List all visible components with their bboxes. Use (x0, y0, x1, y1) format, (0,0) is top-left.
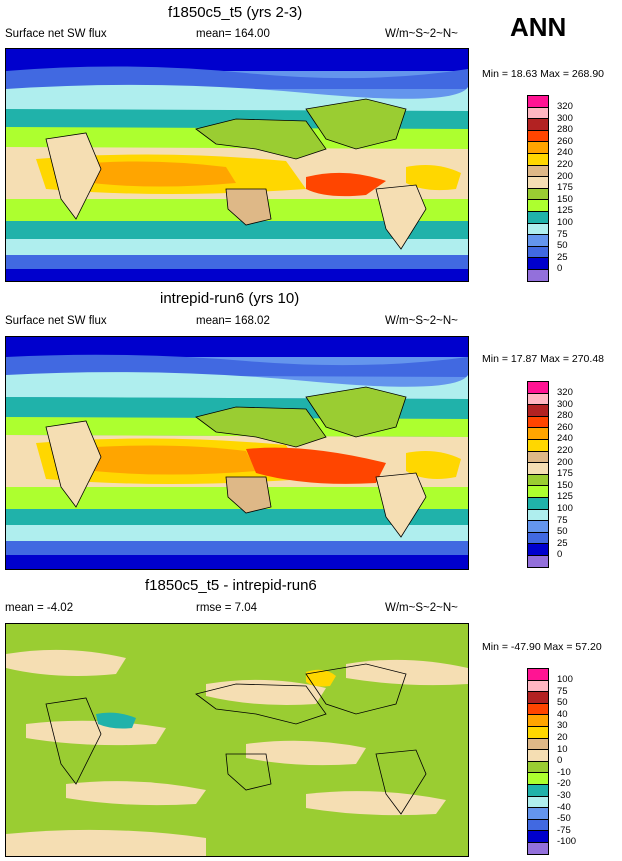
panel1-mean-label: mean= 164.00 (196, 28, 270, 40)
panel3-colorbar-label: -20 (557, 778, 571, 790)
panel1-colorbar-label: 75 (557, 228, 568, 240)
panel2-colorbar-label: 175 (557, 468, 573, 480)
panel3-swatch (527, 841, 549, 855)
panel3-colorbar-label: -30 (557, 790, 571, 801)
panel2-colorbar-label: 0 (557, 549, 563, 561)
panel3-colorbar-label: 75 (557, 685, 568, 697)
panel1-units-label: W/m~S~2~N~ (385, 28, 458, 40)
panel3-mean-label: mean = -4.02 (5, 602, 74, 614)
panel3-minmax: Min = -47.90 Max = 57.20 (482, 641, 602, 653)
panel1-colorbar: 320 300 280 260 240 220 200 175 150 125 … (527, 95, 573, 282)
panel3-colorbar-label: 40 (557, 708, 568, 720)
panel2-mean-label: mean= 168.02 (196, 315, 270, 327)
panel2-colorbar-label: 125 (557, 491, 573, 503)
panel2-colorbar-label: 200 (557, 456, 573, 468)
panel3-colorbar: 100 75 50 40 30 20 10 0 -10 -20 -30 -40 … (527, 668, 576, 855)
panel2-colorbar-label: 50 (557, 526, 568, 538)
panel2-title: intrepid-run6 (yrs 10) (160, 290, 300, 307)
panel1-colorbar-label: 175 (557, 182, 573, 194)
panel2-colorbar-label: 300 (557, 398, 573, 410)
panel2-colorbar: 320 300 280 260 240 220 200 175 150 125 … (527, 381, 573, 568)
panel1-colorbar-label: 125 (557, 205, 573, 217)
panel3-map (5, 623, 469, 857)
panel3-map-svg (6, 624, 468, 856)
panel3-colorbar-label: -50 (557, 813, 571, 825)
panel3-colorbar-label: -10 (557, 766, 571, 778)
panel1-colorbar-label: 220 (557, 159, 573, 170)
panel3-colorbar-label: 0 (557, 755, 563, 767)
season-label: ANN (510, 12, 567, 42)
panel3-colorbar-label: 50 (557, 697, 568, 709)
panel3-units-label: W/m~S~2~N~ (385, 602, 458, 614)
panel1-colorbar-label: 0 (557, 263, 563, 275)
panel1-colorbar-label: 150 (557, 193, 573, 205)
panel1-colorbar-label: 240 (557, 147, 573, 159)
panel2-map (5, 336, 469, 570)
panel2-colorbar-label: 75 (557, 514, 568, 526)
panel1-title: f1850c5_t5 (yrs 2-3) (168, 4, 303, 21)
panel1-map-svg (6, 49, 468, 281)
panel1-colorbar-label: 50 (557, 240, 568, 252)
panel3-colorbar-label: -100 (557, 836, 577, 848)
panel3-colorbar-label: 10 (557, 743, 568, 755)
panel1-colorbar-label: 100 (557, 217, 573, 228)
panel2-units-label: W/m~S~2~N~ (385, 315, 458, 327)
panel1-colorbar-label: 200 (557, 170, 573, 182)
panel2-colorbar-label: 220 (557, 445, 573, 456)
panel1-map (5, 48, 469, 282)
panel3-colorbar-label: 100 (557, 674, 573, 685)
panel3-rmse-label: rmse = 7.04 (196, 602, 258, 614)
panel2-colorbar-label: 25 (557, 537, 568, 549)
panel3-colorbar-label: -75 (557, 824, 571, 836)
panel1-swatch (527, 268, 549, 282)
panel1-colorbar-label: 260 (557, 135, 573, 147)
panel2-colorbar-label: 280 (557, 410, 573, 422)
panel2-colorbar-label: 150 (557, 479, 573, 491)
panel3-title: f1850c5_t5 - intrepid-run6 (145, 577, 317, 594)
panel1-colorbar-label: 320 (557, 101, 573, 112)
panel1-field-label: Surface net SW flux (5, 28, 107, 40)
panel1-minmax: Min = 18.63 Max = 268.90 (482, 68, 604, 80)
panel2-colorbar-label: 240 (557, 433, 573, 445)
panel1-colorbar-label: 280 (557, 124, 573, 136)
panel2-minmax: Min = 17.87 Max = 270.48 (482, 353, 604, 365)
panel1-colorbar-label: 25 (557, 251, 568, 263)
panel2-colorbar-label: 320 (557, 387, 573, 398)
panel3-colorbar-label: 30 (557, 720, 568, 732)
panel2-field-label: Surface net SW flux (5, 315, 107, 327)
panel2-swatch (527, 554, 549, 568)
panel2-map-svg (6, 337, 468, 569)
panel2-colorbar-label: 100 (557, 503, 573, 514)
panel3-colorbar-label: -40 (557, 801, 571, 813)
panel3-colorbar-label: 20 (557, 732, 568, 743)
panel1-colorbar-label: 300 (557, 112, 573, 124)
panel2-colorbar-label: 260 (557, 421, 573, 433)
